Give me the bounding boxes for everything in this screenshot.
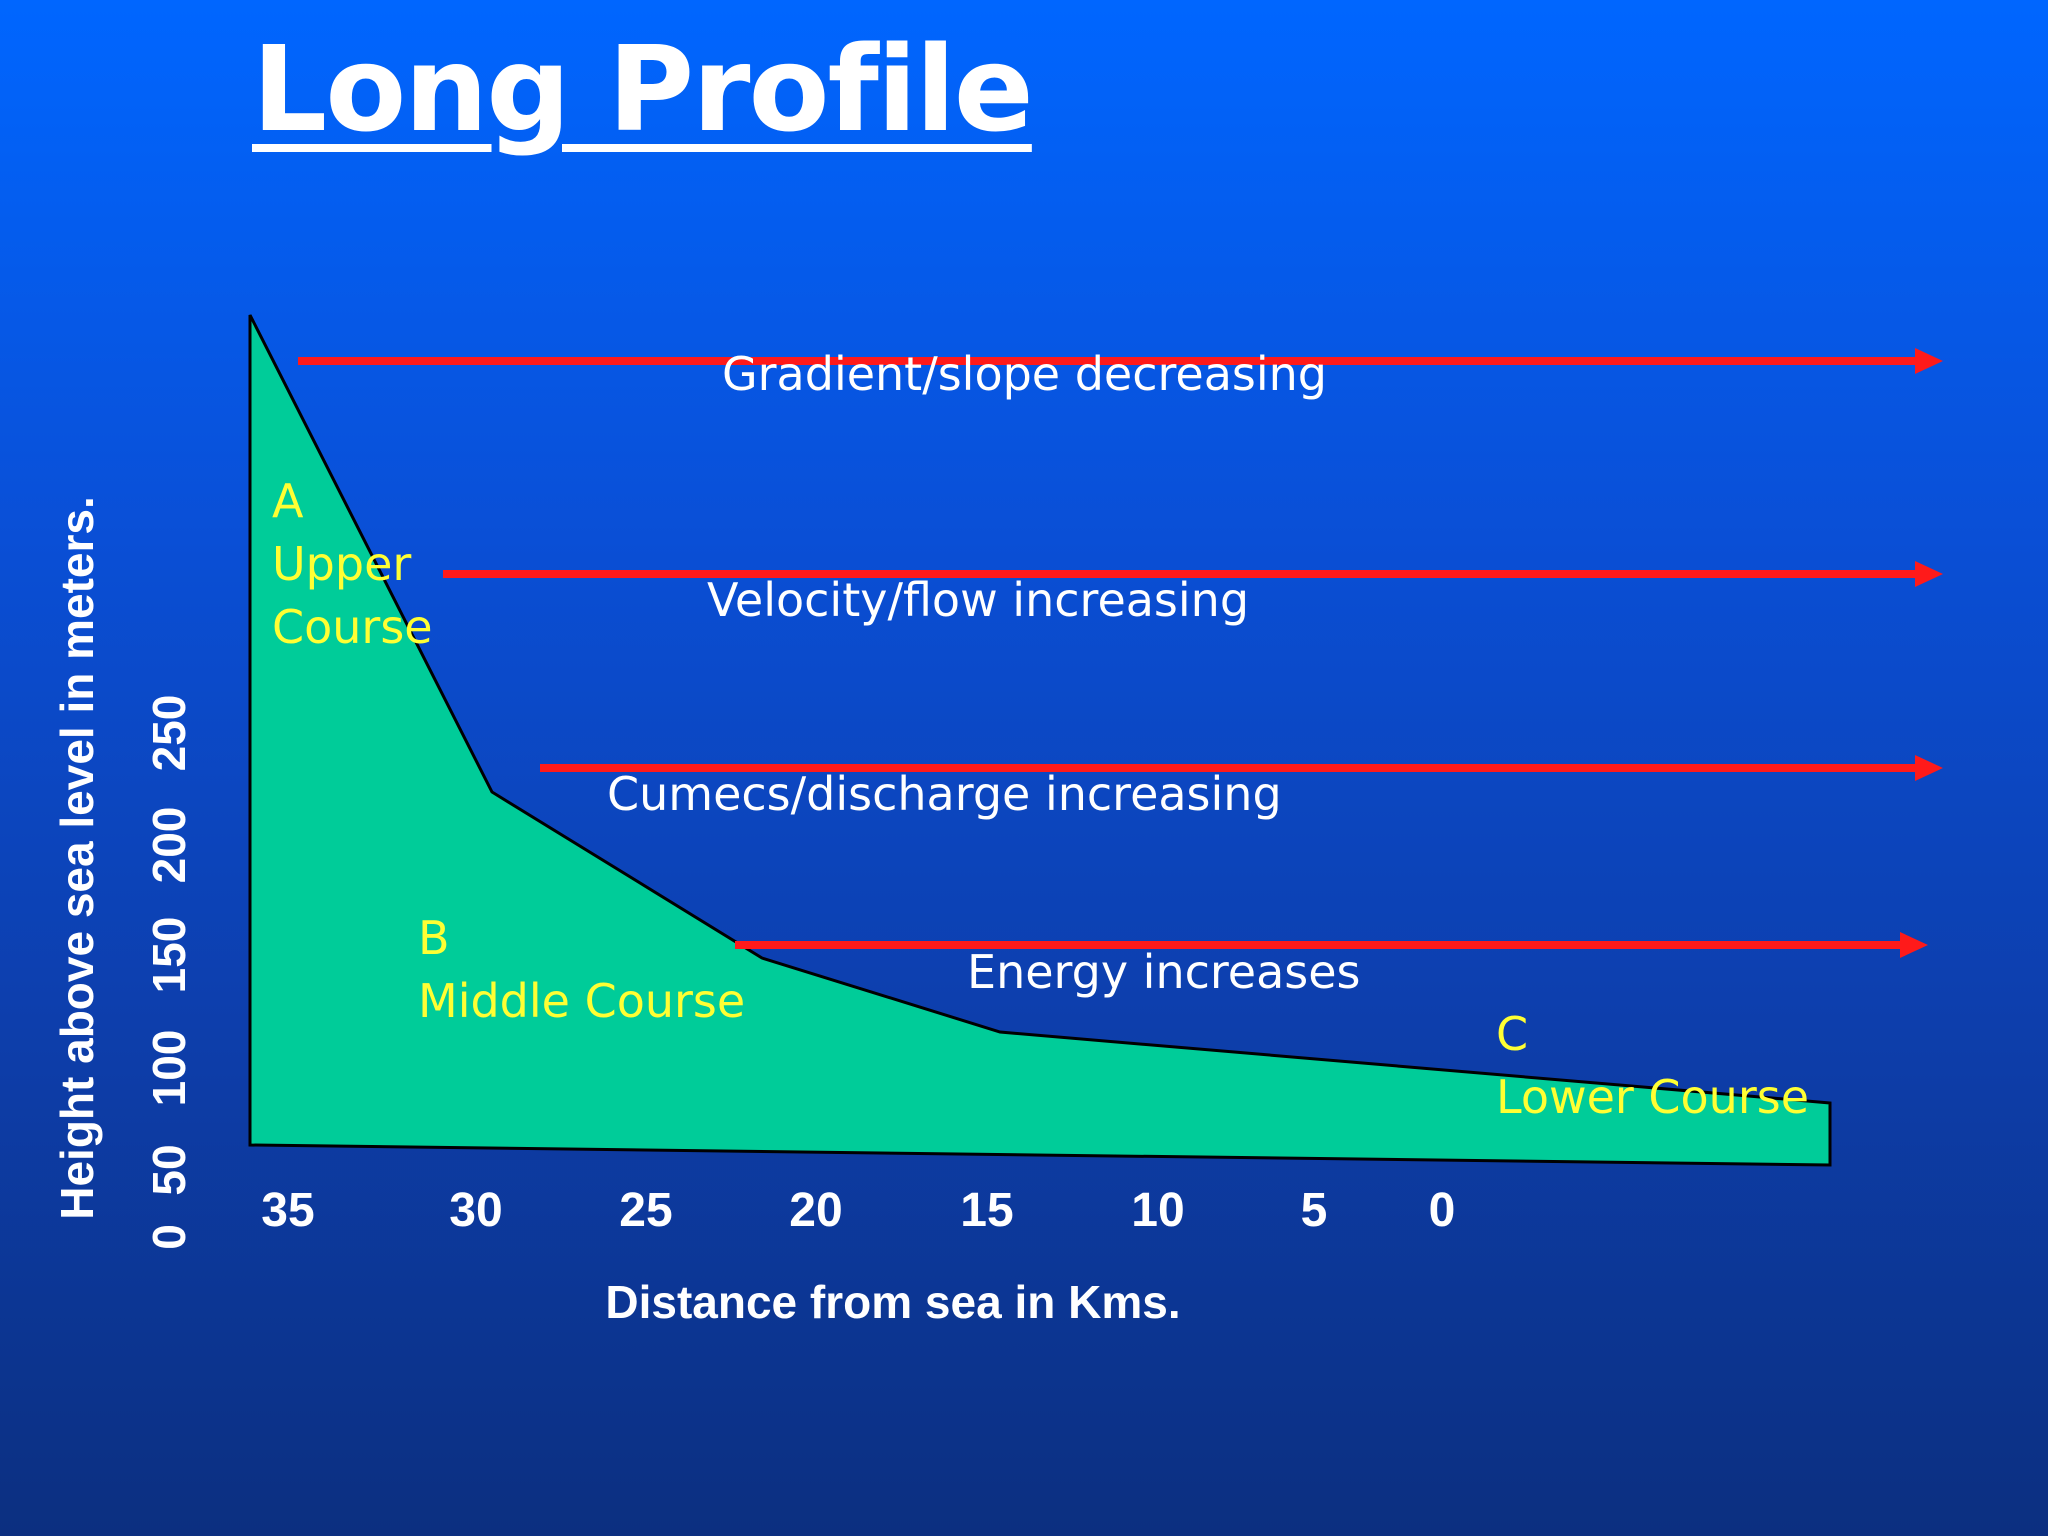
x-tick-10: 10 (1131, 1184, 1184, 1237)
section-a-letter: A (272, 474, 304, 528)
arrow-label-gradient: Gradient/slope decreasing (722, 347, 1327, 401)
section-b-line1: Middle Course (418, 974, 745, 1028)
y-tick-0: 0 (143, 1224, 195, 1250)
y-axis-label: Height above sea level in meters. (51, 496, 103, 1220)
section-b-letter: B (418, 911, 450, 965)
x-tick-20: 20 (789, 1184, 842, 1237)
y-tick-250: 250 (143, 695, 195, 772)
y-tick-200: 200 (143, 807, 195, 884)
section-a-line2: Course (272, 600, 433, 654)
section-a-line1: Upper (272, 537, 411, 591)
x-tick-5: 5 (1301, 1184, 1328, 1237)
x-tick-30: 30 (449, 1184, 502, 1237)
river-profile-shape (248, 314, 1832, 1167)
section-c-line1: Lower Course (1496, 1070, 1809, 1124)
x-tick-15: 15 (960, 1184, 1013, 1237)
x-tick-25: 25 (619, 1184, 672, 1237)
arrow-discharge (540, 755, 1943, 781)
arrow-velocity (443, 561, 1943, 587)
section-c-letter: C (1496, 1007, 1528, 1061)
slide-title: Long Profile (252, 20, 1034, 158)
x-tick-35: 35 (261, 1184, 314, 1237)
x-tick-0: 0 (1429, 1184, 1456, 1237)
y-tick-50: 50 (143, 1144, 195, 1195)
arrow-label-discharge: Cumecs/discharge increasing (607, 767, 1282, 821)
y-tick-100: 100 (143, 1030, 195, 1107)
arrow-energy (735, 932, 1928, 958)
x-axis-label: Distance from sea in Kms. (605, 1276, 1180, 1328)
arrow-gradient (298, 348, 1943, 374)
y-tick-150: 150 (143, 917, 195, 994)
arrow-label-energy: Energy increases (967, 945, 1361, 999)
arrow-label-velocity: Velocity/flow increasing (707, 573, 1249, 627)
